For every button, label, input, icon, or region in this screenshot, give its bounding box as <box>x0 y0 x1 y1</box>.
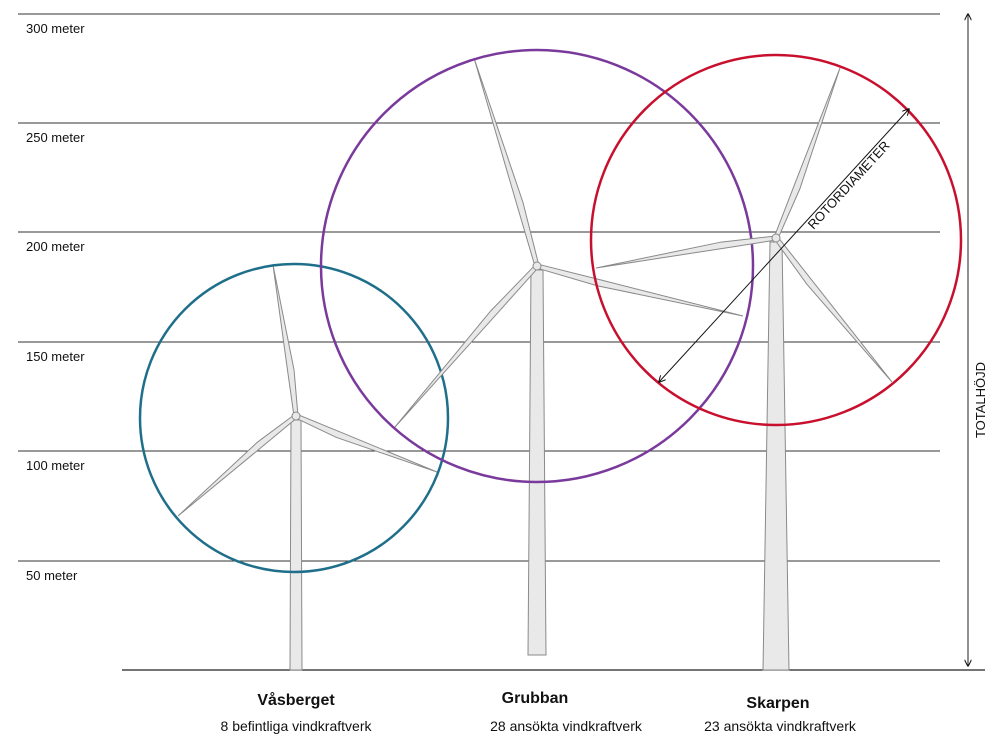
height-label: 300 meter <box>26 21 85 36</box>
blade <box>177 413 299 517</box>
blade <box>773 236 893 383</box>
total-height-label: TOTALHÖJD <box>973 362 985 438</box>
tower <box>527 269 547 656</box>
turbine-name: Grubban <box>502 690 569 707</box>
turbine-description: 28 ansökta vindkraftverk <box>490 718 643 734</box>
tower <box>289 419 303 671</box>
tower <box>762 241 790 671</box>
hub <box>771 233 781 243</box>
hub <box>291 411 301 421</box>
turbine-description: 23 ansökta vindkraftverk <box>704 718 857 734</box>
rotor-diameter-arrow <box>659 109 909 382</box>
height-label: 150 meter <box>26 349 85 364</box>
blade <box>272 264 299 417</box>
blade <box>473 57 540 268</box>
height-label: 100 meter <box>26 458 85 473</box>
blade <box>535 263 744 317</box>
blade <box>294 413 438 473</box>
hub <box>532 261 542 271</box>
rotor-circle <box>138 262 450 574</box>
turbine-description: 8 befintliga vindkraftverk <box>221 718 373 734</box>
blade <box>595 235 777 269</box>
height-grid: 300 meter 250 meter 200 meter 150 meter 100 … <box>18 13 940 583</box>
height-label: 200 meter <box>26 239 85 254</box>
blade <box>394 263 540 428</box>
height-label: 50 meter <box>26 568 78 583</box>
turbine-name: Våsberget <box>257 691 335 709</box>
rotor-diameter-label: ROTORDIAMETER <box>805 138 893 232</box>
turbines: Våsberget 8 befintliga vindkraftverk Grubb… <box>138 48 963 734</box>
rotor-circle <box>589 53 963 427</box>
height-label: 250 meter <box>26 130 85 145</box>
turbine-name: Skarpen <box>746 695 809 712</box>
